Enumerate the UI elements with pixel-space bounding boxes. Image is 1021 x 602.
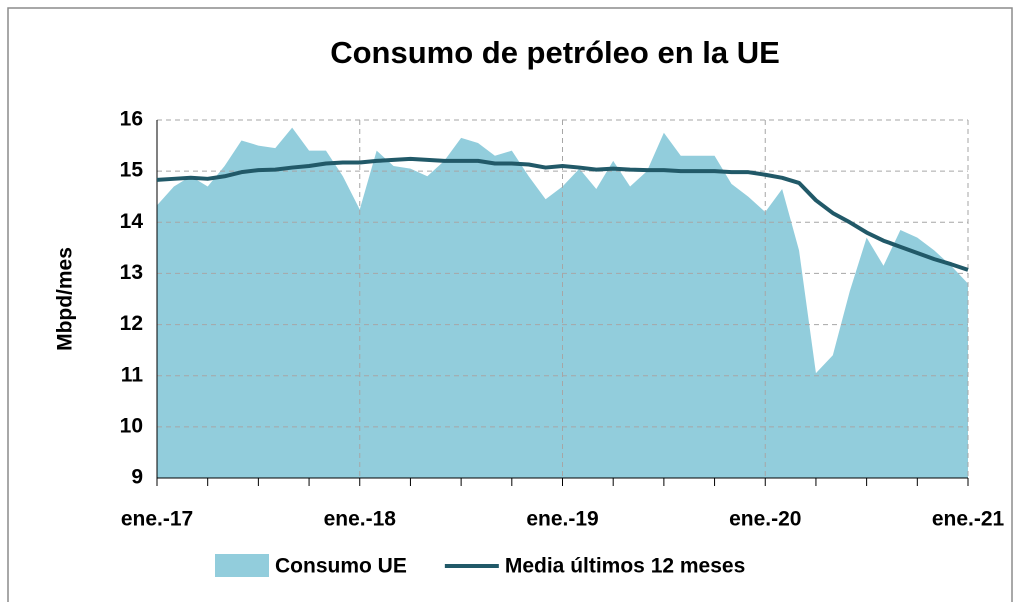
- y-tick-label: 12: [120, 312, 143, 335]
- y-tick-label: 16: [120, 108, 143, 131]
- y-tick-label: 10: [120, 414, 143, 437]
- y-tick-label: 9: [131, 466, 143, 489]
- x-tick-label: ene.-20: [729, 508, 801, 531]
- x-tick-label: ene.-21: [932, 508, 1005, 531]
- legend-label: Consumo UE: [275, 555, 407, 578]
- chart-title: Consumo de petróleo en la UE: [330, 35, 780, 70]
- x-tick-label: ene.-17: [121, 508, 193, 531]
- x-tick-label: ene.-19: [526, 508, 598, 531]
- legend-label: Media últimos 12 meses: [505, 555, 745, 578]
- x-tick-label: ene.-18: [324, 508, 397, 531]
- y-tick-label: 14: [120, 210, 144, 233]
- y-tick-label: 15: [120, 159, 144, 182]
- legend-swatch: [215, 554, 269, 577]
- y-tick-label: 13: [120, 261, 143, 284]
- y-axis-label: Mbpd/mes: [54, 247, 77, 351]
- y-tick-label: 11: [121, 363, 144, 386]
- line: [156, 156, 969, 272]
